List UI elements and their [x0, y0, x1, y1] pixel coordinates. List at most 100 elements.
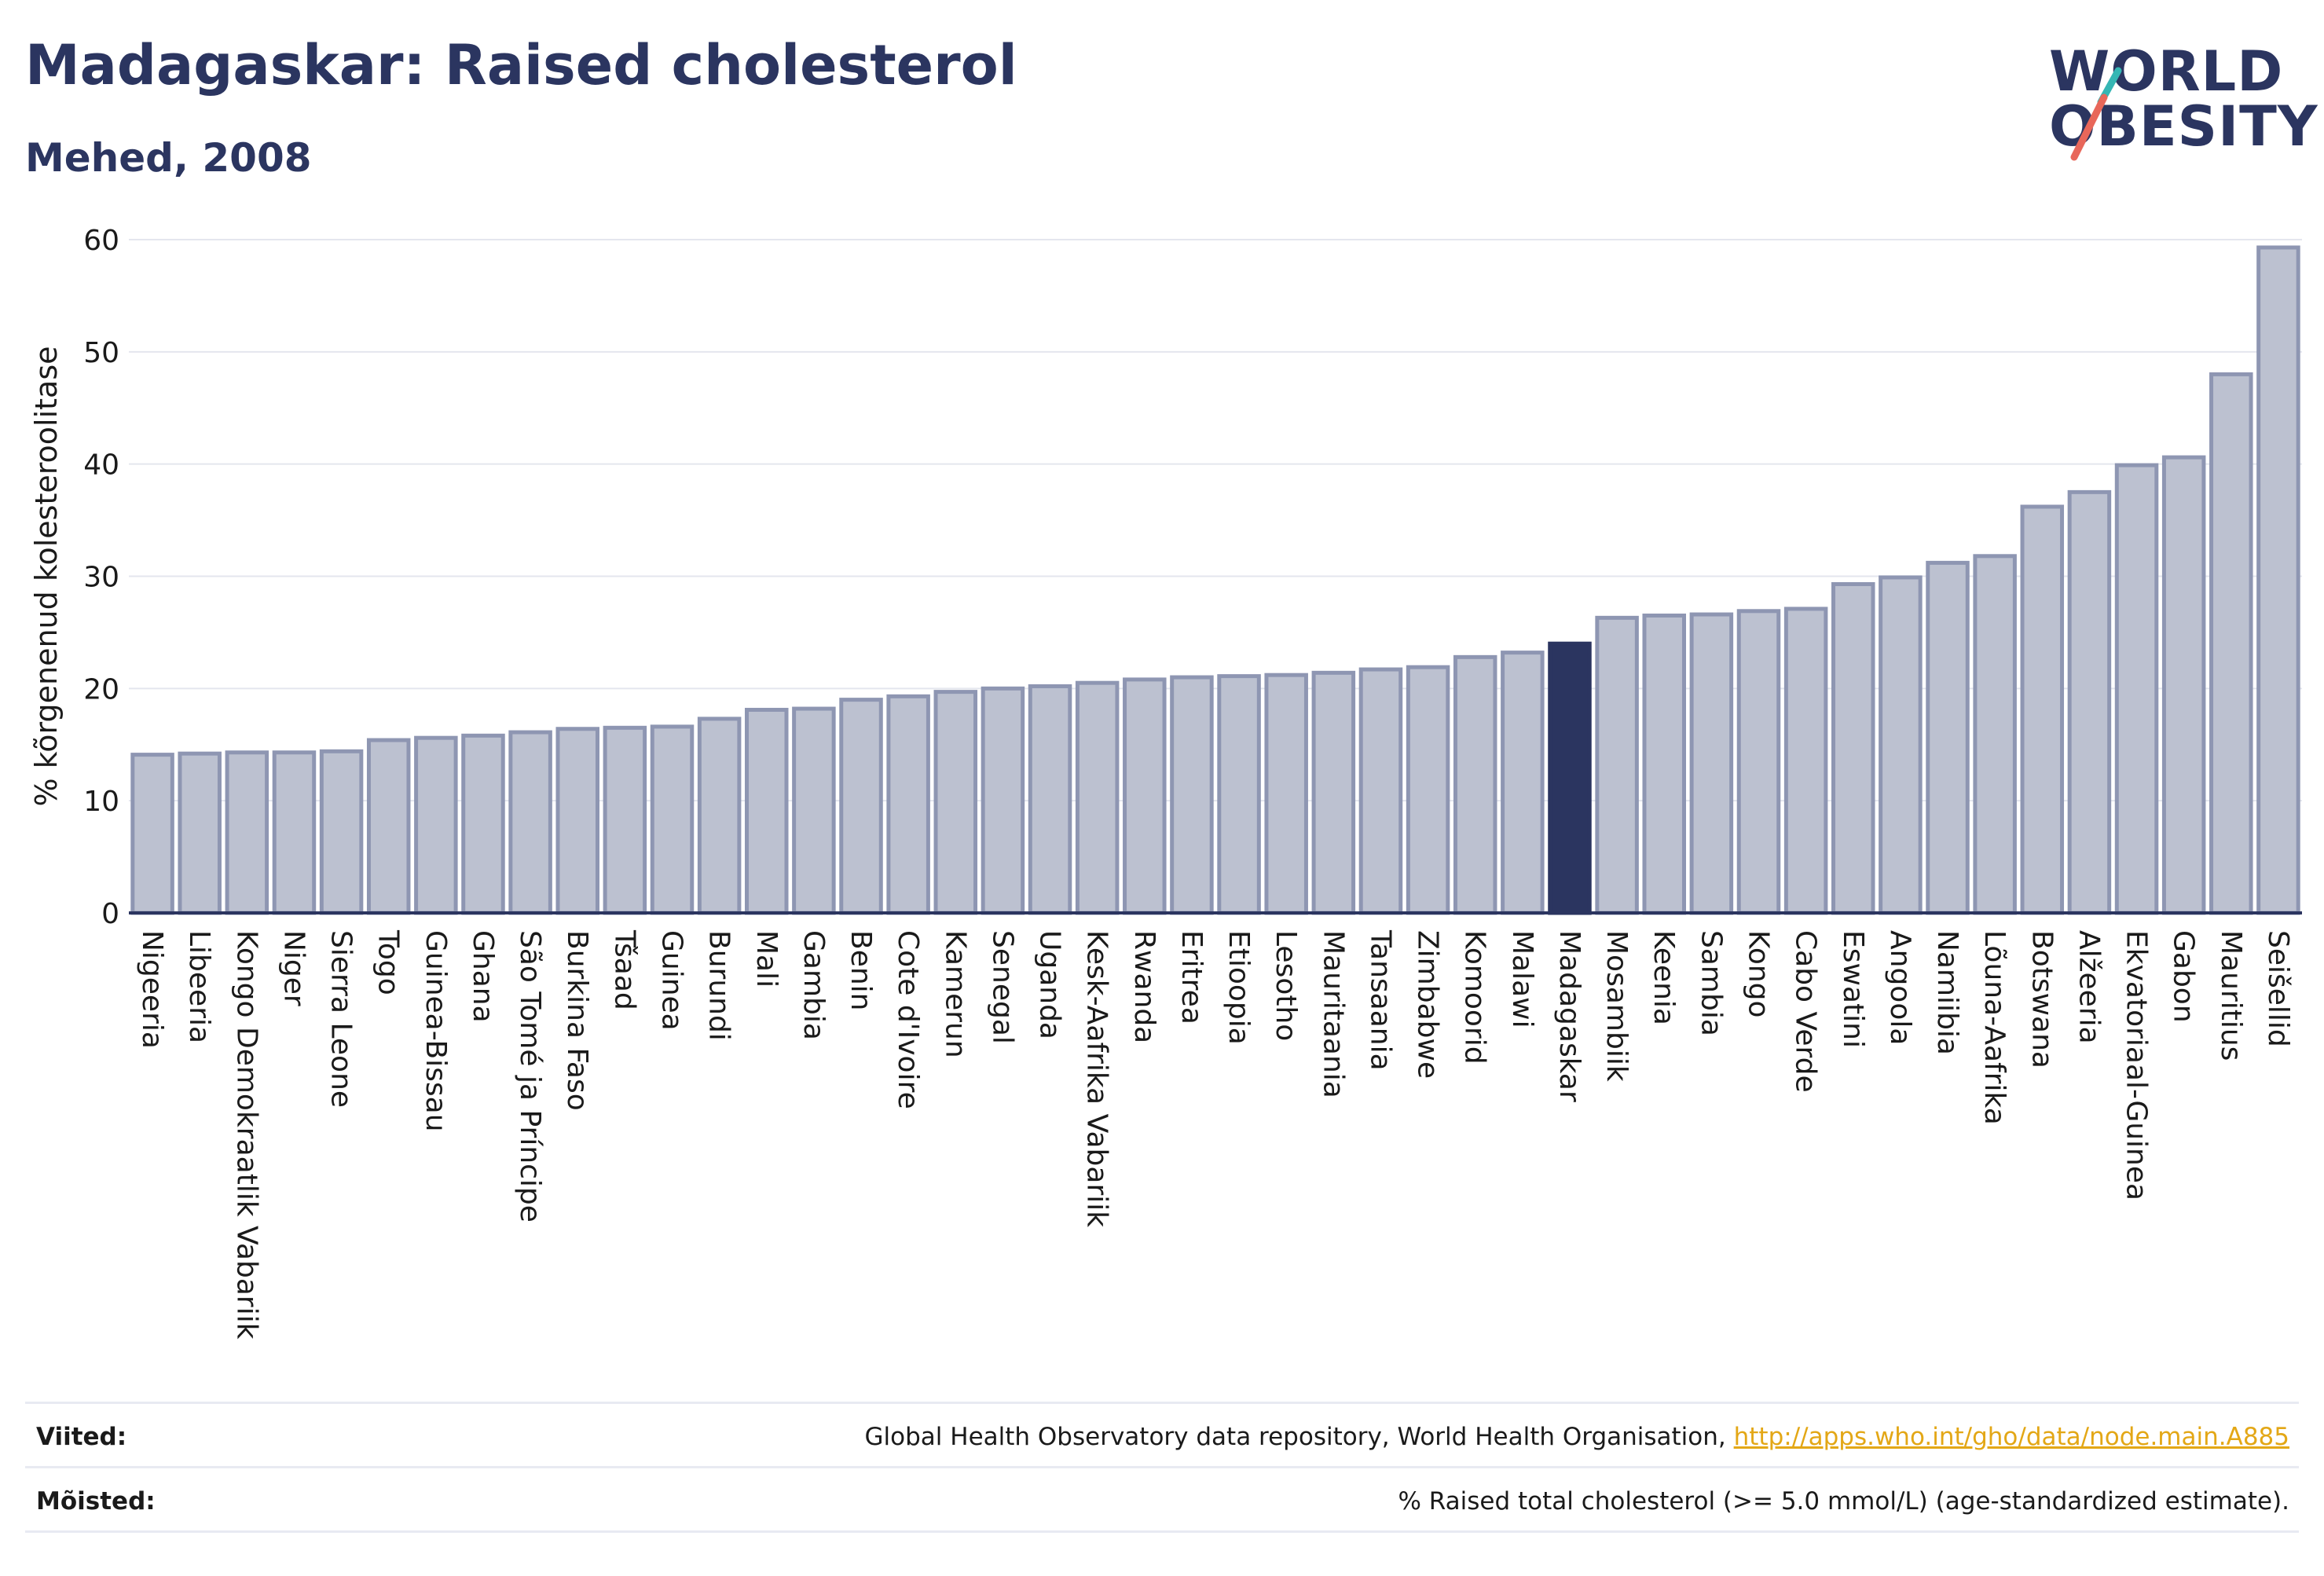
x-tick-label: Nigeeria — [136, 930, 168, 1049]
x-tick-label: Malawi — [1506, 930, 1538, 1028]
sources-label: Viited: — [36, 1423, 127, 1451]
x-tick-label: Alžeeria — [2073, 930, 2105, 1044]
sources-value: Global Health Observatory data repositor… — [865, 1423, 2289, 1451]
bar-gabon — [2161, 455, 2206, 915]
x-tick-label: Ghana — [467, 930, 499, 1023]
x-tick-label: São Tomé ja Príncipe — [514, 930, 546, 1222]
x-tick-label: Eswatini — [1837, 930, 1869, 1048]
y-tick-label: 30 — [83, 562, 119, 594]
x-tick-label: Benin — [845, 930, 877, 1010]
definitions-row: Mõisted: % Raised total cholesterol (>= … — [25, 1466, 2299, 1533]
bar-ekvatoriaal-guinea — [2114, 463, 2159, 915]
bar-etioopia — [1217, 674, 1261, 915]
x-tick-label: Guinea — [656, 930, 688, 1031]
sources-text: Global Health Observatory data repositor… — [864, 1423, 1734, 1451]
bar-senegal — [981, 686, 1025, 915]
x-tick-label: Sierra Leone — [325, 930, 357, 1108]
bar-lesotho — [1264, 673, 1308, 915]
x-tick-label: Cabo Verde — [1790, 930, 1822, 1093]
x-tick-label: Kongo Demokraatlik Vabariik — [230, 930, 262, 1340]
x-tick-label: Togo — [372, 929, 405, 995]
bar-nigeeria — [130, 753, 174, 915]
x-tick-label: Senegal — [986, 930, 1018, 1044]
x-tick-label: Komoorid — [1459, 930, 1491, 1065]
bar-uganda — [1028, 684, 1072, 915]
bar-mali — [745, 707, 789, 915]
x-tick-label: Tšaad — [608, 929, 640, 1010]
x-tick-label: Mali — [750, 930, 783, 988]
bar-kamerun — [933, 690, 978, 915]
definitions-value: % Raised total cholesterol (>= 5.0 mmol/… — [1398, 1487, 2289, 1516]
bar-tansaania — [1358, 667, 1403, 915]
logo-line-1: WORLD — [2049, 39, 2284, 104]
bar-sei-ellid — [2256, 245, 2300, 915]
x-tick-label: Botswana — [2025, 930, 2058, 1068]
bar-gambia — [792, 706, 836, 915]
bar-keenia — [1642, 613, 1686, 915]
bar-cabo-verde — [1783, 607, 1828, 915]
bar-guinea-bissau — [414, 735, 458, 915]
x-tick-label: Tansaania — [1364, 929, 1396, 1071]
x-tick-label: Burkina Faso — [561, 930, 593, 1111]
bar-t-aad — [603, 725, 647, 915]
x-tick-label: Kongo — [1743, 930, 1775, 1018]
x-tick-label: Eritrea — [1175, 930, 1208, 1024]
bar-sierra-leone — [319, 749, 364, 915]
bar-rwanda — [1123, 677, 1167, 915]
bar-namiibia — [1926, 560, 1970, 915]
y-tick-label: 60 — [83, 225, 119, 257]
y-tick-label: 20 — [83, 673, 119, 706]
x-tick-label: Madagaskar — [1553, 930, 1585, 1102]
logo-line-2: OBESITY — [2049, 94, 2319, 159]
bar-benin — [839, 698, 883, 915]
bar-angoola — [1879, 575, 1923, 915]
x-tick-label: Uganda — [1034, 930, 1066, 1039]
x-tick-label: Sambia — [1695, 930, 1727, 1036]
bar-mauritius — [2209, 372, 2253, 915]
x-tick-label: Keenia — [1648, 930, 1680, 1025]
y-tick-label: 0 — [101, 898, 119, 930]
bar-libeeria — [178, 751, 222, 915]
x-tick-label: Cote d'Ivoire — [892, 930, 924, 1109]
bar-burundi — [697, 717, 742, 915]
x-tick-label: Ekvatoriaal-Guinea — [2121, 930, 2153, 1200]
x-tick-label: Seišellid — [2262, 930, 2294, 1047]
definitions-label: Mõisted: — [36, 1487, 156, 1516]
sources-link[interactable]: http://apps.who.int/gho/data/node.main.A… — [1733, 1423, 2289, 1451]
y-tick-label: 50 — [83, 337, 119, 369]
bar-botswana — [2020, 504, 2065, 915]
x-tick-label: Rwanda — [1128, 930, 1160, 1043]
chart-subtitle: Mehed, 2008 — [25, 135, 312, 181]
footer-divider — [25, 1530, 2299, 1533]
bar-burkina-faso — [555, 727, 599, 915]
x-tick-label: Mauritaania — [1317, 930, 1349, 1098]
y-tick-label: 40 — [83, 449, 119, 482]
bar-togo — [366, 738, 411, 915]
world-obesity-logo: WORLD OBESITY — [2043, 24, 2318, 165]
x-tick-label: Mosambiik — [1600, 930, 1633, 1082]
bar-zimbabwe — [1406, 665, 1450, 915]
x-tick-label: Kesk-Aafrika Vabariik — [1081, 930, 1113, 1227]
bar-sambia — [1689, 612, 1734, 915]
bar-chart: 0 10 20 30 40 50 60 % kõrgenenud kolesteroolita… — [29, 225, 2302, 1340]
x-tick-label: Guinea-Bissau — [420, 930, 452, 1132]
x-tick-label: Zimbabwe — [1412, 930, 1444, 1079]
x-tick-label: Lõuna-Aafrika — [1978, 930, 2011, 1125]
x-tick-label: Namiibia — [1931, 930, 1963, 1055]
x-tick-label: Niger — [277, 930, 310, 1006]
bar-guinea — [650, 724, 695, 915]
x-tick-label: Etioopia — [1222, 930, 1255, 1045]
bar-mauritaania — [1311, 670, 1356, 915]
y-tick-label: 10 — [83, 786, 119, 818]
x-tick-label: Burundi — [703, 930, 735, 1041]
bar-ghana — [461, 733, 505, 915]
bar-eritrea — [1170, 675, 1214, 915]
bar-cote-d-ivoire — [886, 694, 930, 915]
bar-niger — [272, 750, 317, 915]
bar-l-una-aafrika — [1973, 554, 2017, 915]
bar-kongo-demokraatlik-vabariik — [225, 750, 269, 915]
bar-madagaskar — [1548, 641, 1592, 915]
y-axis-title: % kõrgenenud kolesteroolitase — [29, 346, 64, 806]
x-tick-label: Kamerun — [939, 930, 971, 1058]
bar-s-o-tom-ja-pr-ncipe — [508, 730, 552, 915]
